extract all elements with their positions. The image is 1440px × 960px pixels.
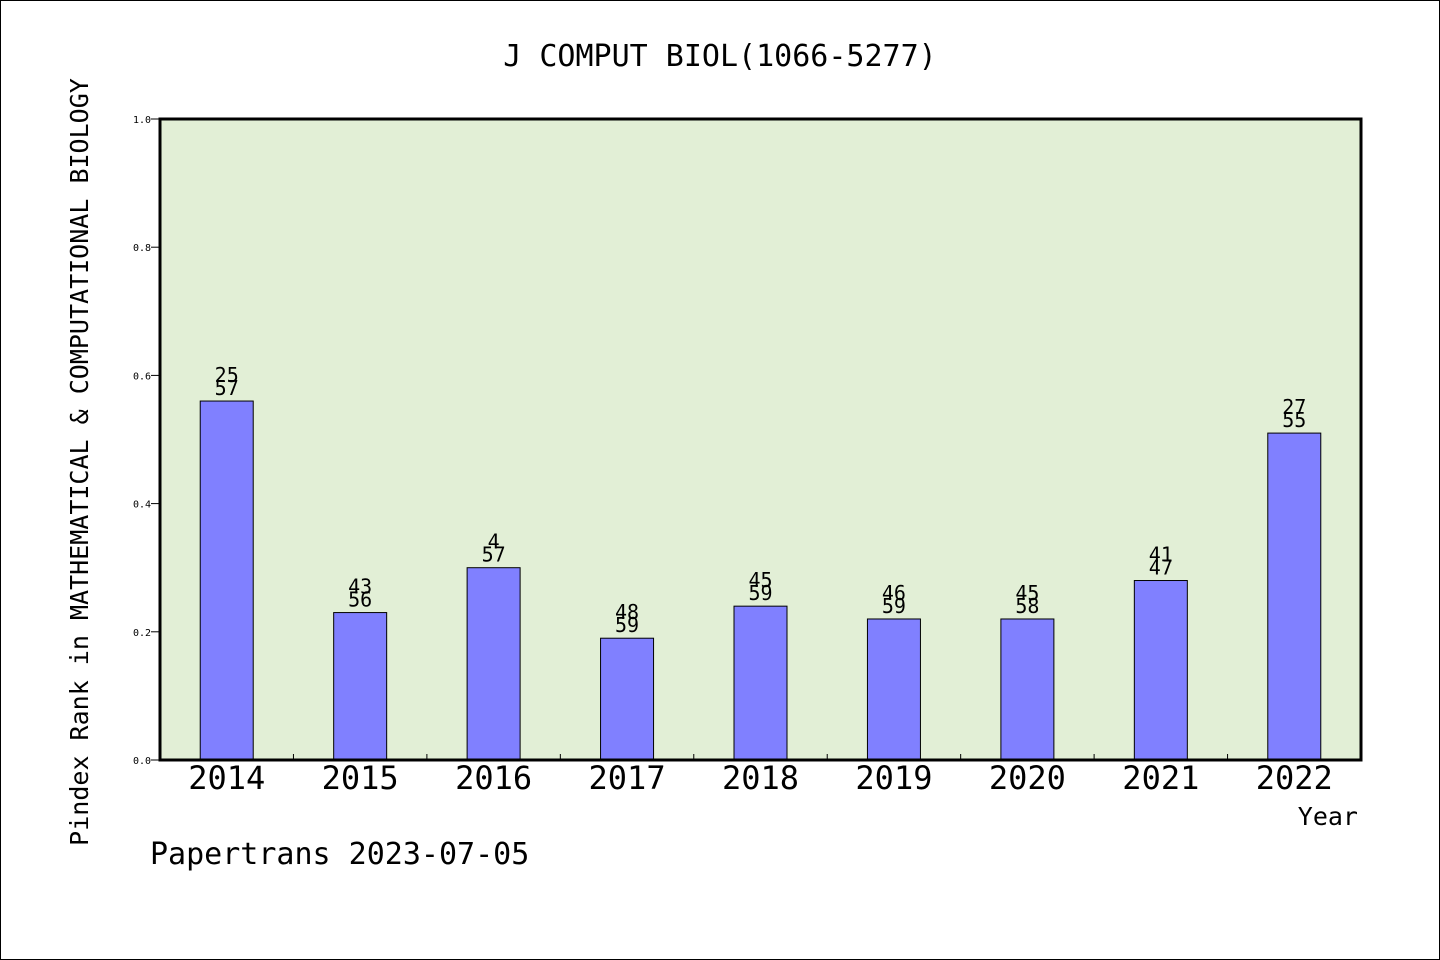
y-tick-label: 1.0: [133, 115, 151, 126]
bar-total-label: 59: [615, 613, 639, 637]
bar-rank-label: 4: [488, 530, 500, 554]
bar-total-label: 59: [748, 581, 772, 605]
chart-title: J COMPUT BIOL(1066-5277): [503, 39, 936, 74]
bar-total-label: 57: [215, 376, 239, 400]
x-tick-label: 2022: [1256, 759, 1333, 797]
bar-total-label: 58: [1015, 594, 1039, 618]
bar-rank-label: 48: [615, 600, 639, 624]
bar-2021: [1133, 580, 1188, 761]
bar-rank-label: 46: [882, 581, 906, 605]
bar-2016: [466, 567, 521, 761]
x-axis: 2014 2015 2016 2017 2018 2019 2020 2021 2022: [188, 754, 1333, 797]
bar-total-label: 57: [482, 543, 506, 567]
x-tick-label: 2016: [455, 759, 532, 797]
bar-2020: [1000, 618, 1055, 761]
bar-rank-label: 45: [748, 568, 772, 592]
bar-2015: [333, 612, 388, 761]
bar-rank-label: 41: [1149, 543, 1173, 567]
y-tick-label: 0.0: [133, 756, 151, 767]
bar-total-label: 56: [348, 588, 372, 612]
footer-credit: Papertrans 2023-07-05: [150, 837, 529, 872]
bar-rank-label: 25: [215, 363, 239, 387]
bar-total-label: 47: [1149, 556, 1173, 580]
x-tick-label: 2020: [989, 759, 1066, 797]
bar-2018: [733, 605, 788, 761]
x-tick-label: 2017: [589, 759, 666, 797]
y-axis-label: Pindex Rank in MATHEMATICAL & COMPUTATIO…: [65, 78, 94, 846]
x-tick-label: 2014: [188, 759, 265, 797]
y-axis: 0.0 0.2 0.4 0.6 0.8 1.0: [133, 115, 160, 767]
bar-total-label: 59: [882, 594, 906, 618]
x-axis-label: Year: [1298, 802, 1358, 831]
x-tick-label: 2015: [322, 759, 399, 797]
x-tick-label: 2019: [855, 759, 932, 797]
x-tick-label: 2018: [722, 759, 799, 797]
plot-border: [158, 117, 1363, 762]
y-tick-label: 0.6: [133, 371, 151, 382]
x-tick-label: 2021: [1122, 759, 1199, 797]
bar-rank-label: 45: [1015, 581, 1039, 605]
y-tick-label: 0.4: [133, 500, 151, 511]
bar-rank-label: 43: [348, 575, 372, 599]
bar-2014: [199, 400, 254, 761]
bar-2017: [600, 637, 655, 761]
bar-2022: [1267, 432, 1322, 761]
bar-2019: [866, 618, 921, 761]
bar-total-label: 55: [1282, 408, 1306, 432]
y-tick-label: 0.8: [133, 243, 151, 254]
y-tick-label: 0.2: [133, 628, 151, 639]
bar-rank-label: 27: [1282, 395, 1306, 419]
